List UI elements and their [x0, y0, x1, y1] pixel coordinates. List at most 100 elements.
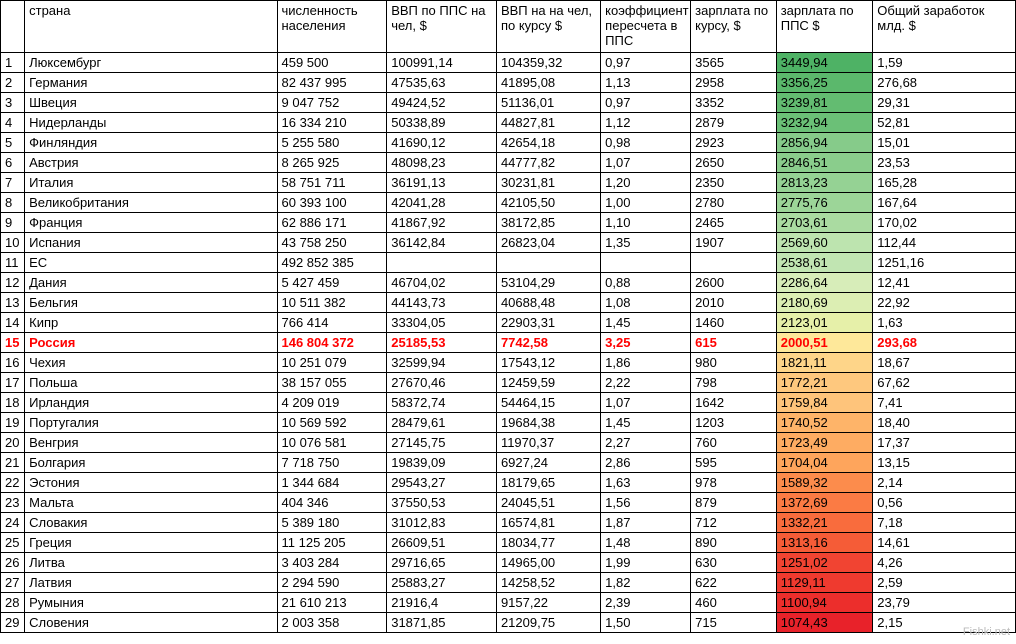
cell: Румыния — [25, 593, 277, 613]
cell: 7 — [1, 173, 25, 193]
cell: 5 255 580 — [277, 133, 387, 153]
cell: Испания — [25, 233, 277, 253]
cell: 3 403 284 — [277, 553, 387, 573]
cell: 18,67 — [873, 353, 1016, 373]
cell: 18,40 — [873, 413, 1016, 433]
cell: 1203 — [691, 413, 777, 433]
cell: 10 251 079 — [277, 353, 387, 373]
cell: 1251,02 — [776, 553, 873, 573]
cell: 1772,21 — [776, 373, 873, 393]
col-header — [1, 1, 25, 53]
cell: 51136,01 — [496, 93, 600, 113]
cell: 31871,85 — [387, 613, 497, 633]
cell: 28479,61 — [387, 413, 497, 433]
cell: 17 — [1, 373, 25, 393]
cell: 2,22 — [601, 373, 691, 393]
cell: 2,86 — [601, 453, 691, 473]
table-row: 2Германия82 437 99547535,6341895,081,132… — [1, 73, 1016, 93]
cell: 38 157 055 — [277, 373, 387, 393]
cell: 17,37 — [873, 433, 1016, 453]
cell: ЕС — [25, 253, 277, 273]
cell: 3232,94 — [776, 113, 873, 133]
cell: 404 346 — [277, 493, 387, 513]
cell: 1,08 — [601, 293, 691, 313]
cell: 58372,74 — [387, 393, 497, 413]
cell: 16574,81 — [496, 513, 600, 533]
cell: 1,20 — [601, 173, 691, 193]
cell: Великобритания — [25, 193, 277, 213]
cell: 53104,29 — [496, 273, 600, 293]
cell: 23 — [1, 493, 25, 513]
cell: 2923 — [691, 133, 777, 153]
cell: 21209,75 — [496, 613, 600, 633]
cell: 25883,27 — [387, 573, 497, 593]
cell: 12,41 — [873, 273, 1016, 293]
cell: 58 751 711 — [277, 173, 387, 193]
cell: 41895,08 — [496, 73, 600, 93]
cell: 12 — [1, 273, 25, 293]
cell: 18179,65 — [496, 473, 600, 493]
cell: 2703,61 — [776, 213, 873, 233]
cell: 766 414 — [277, 313, 387, 333]
cell: 22903,31 — [496, 313, 600, 333]
cell: 1,07 — [601, 393, 691, 413]
cell: 15,01 — [873, 133, 1016, 153]
table-row: 26Литва3 403 28429716,6514965,001,996301… — [1, 553, 1016, 573]
cell: 40688,48 — [496, 293, 600, 313]
cell: 715 — [691, 613, 777, 633]
cell: 52,81 — [873, 113, 1016, 133]
cell: 1,13 — [601, 73, 691, 93]
table-row: 23Мальта404 34637550,5324045,511,5687913… — [1, 493, 1016, 513]
cell: 21 610 213 — [277, 593, 387, 613]
cell: 1,86 — [601, 353, 691, 373]
cell: 60 393 100 — [277, 193, 387, 213]
cell: Венгрия — [25, 433, 277, 453]
cell: 1100,94 — [776, 593, 873, 613]
cell: 37550,53 — [387, 493, 497, 513]
cell: 10 569 592 — [277, 413, 387, 433]
table-row: 6Австрия8 265 92548098,2344777,821,07265… — [1, 153, 1016, 173]
table-row: 12Дания5 427 45946704,0253104,290,882600… — [1, 273, 1016, 293]
cell: 19 — [1, 413, 25, 433]
cell: 1,12 — [601, 113, 691, 133]
cell: 9157,22 — [496, 593, 600, 613]
cell: Франция — [25, 213, 277, 233]
cell: 2180,69 — [776, 293, 873, 313]
cell: 42654,18 — [496, 133, 600, 153]
cell: 1,99 — [601, 553, 691, 573]
col-header: коэффициент пересчета в ППС — [601, 1, 691, 53]
cell: 2879 — [691, 113, 777, 133]
cell: 15 — [1, 333, 25, 353]
cell: 2846,51 — [776, 153, 873, 173]
cell: 24 — [1, 513, 25, 533]
cell: Финляндия — [25, 133, 277, 153]
cell: 19839,09 — [387, 453, 497, 473]
cell: 2650 — [691, 153, 777, 173]
cell: 44143,73 — [387, 293, 497, 313]
table-row: 3Швеция9 047 75249424,5251136,010,973352… — [1, 93, 1016, 113]
table-row: 9Франция62 886 17141867,9238172,851,1024… — [1, 213, 1016, 233]
cell: 9 — [1, 213, 25, 233]
cell: 1 344 684 — [277, 473, 387, 493]
cell: Эстония — [25, 473, 277, 493]
cell: 460 — [691, 593, 777, 613]
cell: 104359,32 — [496, 53, 600, 73]
cell: 2465 — [691, 213, 777, 233]
table-row: 17Польша38 157 05527670,4612459,592,2279… — [1, 373, 1016, 393]
cell: 19684,38 — [496, 413, 600, 433]
cell: 62 886 171 — [277, 213, 387, 233]
cell: 8 265 925 — [277, 153, 387, 173]
cell: 4,26 — [873, 553, 1016, 573]
cell: 3 — [1, 93, 25, 113]
cell: 27670,46 — [387, 373, 497, 393]
cell: 36191,13 — [387, 173, 497, 193]
cell: Россия — [25, 333, 277, 353]
cell: 8 — [1, 193, 25, 213]
cell: 3352 — [691, 93, 777, 113]
cell: 14965,00 — [496, 553, 600, 573]
cell: 2286,64 — [776, 273, 873, 293]
cell: Греция — [25, 533, 277, 553]
cell: 2 294 590 — [277, 573, 387, 593]
cell: 2856,94 — [776, 133, 873, 153]
cell: 21 — [1, 453, 25, 473]
